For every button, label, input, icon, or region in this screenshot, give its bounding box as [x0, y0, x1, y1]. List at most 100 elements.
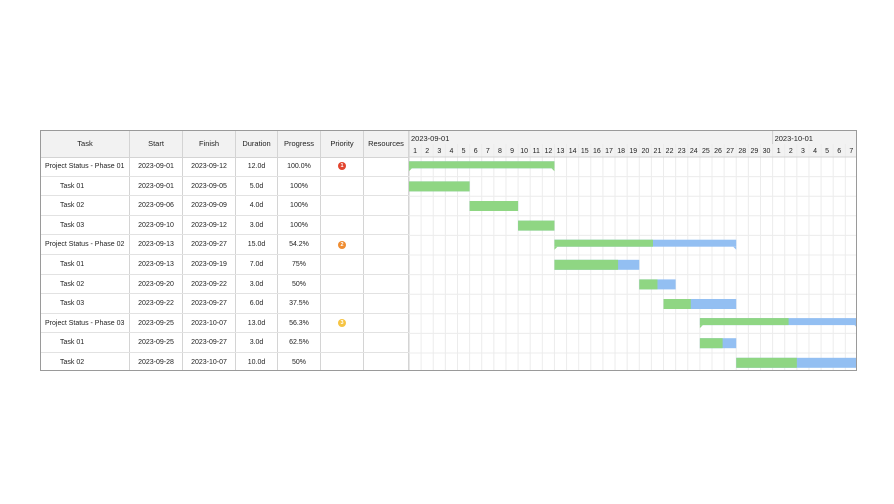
task-bar-progress [469, 201, 519, 211]
cell-start: 2023-09-25 [130, 333, 183, 352]
summary-bracket-start [554, 246, 558, 250]
cell-resources [364, 294, 409, 313]
day-label: 4 [813, 148, 817, 155]
cell-progress: 56.3% [278, 313, 321, 333]
cell-progress: 50% [278, 274, 321, 294]
day-label: 6 [837, 148, 841, 155]
table-row-summary[interactable]: Project Status - Phase 01 2023-09-01 2023-… [41, 157, 409, 177]
cell-resources [364, 274, 409, 294]
cell-finish: 2023-09-09 [183, 196, 236, 215]
day-label: 13 [557, 148, 565, 155]
column-header-progress[interactable]: Progress [278, 131, 321, 157]
day-label: 28 [738, 148, 746, 155]
day-label: 8 [498, 148, 502, 155]
cell-task: Project Status - Phase 03 [41, 313, 130, 333]
day-label: 16 [593, 148, 601, 155]
cell-duration: 7.0d [236, 255, 278, 274]
cell-finish: 2023-09-05 [183, 176, 236, 196]
cell-task: Task 02 [41, 353, 130, 370]
column-header-resources[interactable]: Resources [364, 131, 409, 157]
day-label: 4 [449, 148, 453, 155]
task-bar-progress [554, 259, 619, 270]
cell-finish: 2023-10-07 [183, 353, 236, 370]
column-header-priority[interactable]: Priority [321, 131, 364, 157]
day-label: 20 [641, 148, 649, 155]
day-label: 26 [714, 148, 722, 155]
table-row[interactable]: Task 01 2023-09-25 2023-09-27 3.0d 62.5% [41, 333, 409, 353]
cell-priority [321, 333, 364, 352]
summary-bracket-start [409, 168, 412, 172]
cell-priority: 2 [321, 235, 364, 254]
task-bar-progress [409, 181, 470, 192]
column-header-start[interactable]: Start [130, 131, 183, 157]
task-bar-progress [699, 318, 789, 326]
day-label: 24 [690, 148, 698, 155]
cell-finish: 2023-09-27 [183, 294, 236, 313]
cell-finish: 2023-09-27 [183, 333, 236, 352]
cell-duration: 10.0d [236, 353, 278, 370]
day-label: 7 [849, 148, 853, 155]
task-bar-remaining [639, 279, 676, 290]
task-bar-remaining [663, 299, 737, 309]
cell-priority [321, 176, 364, 196]
column-header-task[interactable]: Task [41, 131, 130, 157]
day-label: 22 [666, 148, 674, 155]
cell-resources [364, 235, 409, 254]
cell-start: 2023-09-13 [130, 255, 183, 274]
cell-resources [364, 196, 409, 215]
table-row-summary[interactable]: Project Status - Phase 02 2023-09-13 2023-… [41, 235, 409, 255]
task-bar-progress [699, 338, 723, 349]
cell-priority [321, 255, 364, 274]
table-row[interactable]: Task 01 2023-09-01 2023-09-05 5.0d 100% [41, 176, 409, 197]
table-row[interactable]: Task 02 2023-09-06 2023-09-09 4.0d 100% [41, 196, 409, 216]
day-label: 5 [462, 148, 466, 155]
cell-task: Task 02 [41, 196, 130, 215]
cell-start: 2023-09-01 [130, 176, 183, 196]
table-row-summary[interactable]: Project Status - Phase 03 2023-09-25 2023-… [41, 313, 409, 334]
cell-resources [364, 215, 409, 235]
cell-resources [364, 313, 409, 333]
cell-progress: 100% [278, 196, 321, 215]
cell-priority [321, 294, 364, 313]
cell-progress: 75% [278, 255, 321, 274]
summary-bracket-end [854, 325, 856, 327]
cell-resources [364, 353, 409, 370]
cell-progress: 54.2% [278, 235, 321, 254]
day-label: 23 [678, 148, 686, 155]
cell-start: 2023-09-20 [130, 274, 183, 294]
day-label: 1 [777, 148, 781, 155]
cell-duration: 5.0d [236, 176, 278, 196]
gantt-chart: Task Start Finish Duration Progress Prio… [40, 130, 857, 371]
cell-start: 2023-09-28 [130, 353, 183, 370]
cell-progress: 62.5% [278, 333, 321, 352]
cell-priority [321, 196, 364, 215]
cell-finish: 2023-10-07 [183, 313, 236, 333]
table-row[interactable]: Task 01 2023-09-13 2023-09-19 7.0d 75% [41, 255, 409, 275]
table-row[interactable]: Task 03 2023-09-22 2023-09-27 6.0d 37.5% [41, 294, 409, 314]
day-label: 29 [751, 148, 759, 155]
cell-duration: 3.0d [236, 215, 278, 235]
summary-bracket-end [733, 246, 737, 250]
day-label: 3 [801, 148, 805, 155]
task-bar-progress [409, 161, 555, 169]
cell-task: Task 01 [41, 255, 130, 274]
timeline: 2023-09-01 2023-10-01 1 2 3 4 5 6 7 8 9 10 11 12 13 14 1… [409, 131, 856, 370]
day-label: 11 [533, 148, 540, 155]
column-header-duration[interactable]: Duration [236, 131, 278, 157]
column-header-finish[interactable]: Finish [183, 131, 236, 157]
cell-task: Project Status - Phase 02 [41, 235, 130, 254]
priority-badge: 3 [338, 318, 346, 327]
cell-task: Task 02 [41, 274, 130, 294]
cell-priority [321, 274, 364, 294]
summary-bracket-end [551, 168, 555, 172]
task-bar-progress [554, 239, 653, 247]
cell-duration: 13.0d [236, 313, 278, 333]
cell-finish: 2023-09-19 [183, 255, 236, 274]
table-row[interactable]: Task 02 2023-09-28 2023-10-07 10.0d 50% [41, 353, 409, 370]
table-row[interactable]: Task 03 2023-09-10 2023-09-12 3.0d 100% [41, 215, 409, 236]
day-label: 10 [520, 148, 528, 155]
table-row[interactable]: Task 02 2023-09-20 2023-09-22 3.0d 50% [41, 274, 409, 295]
month-label: 2023-10-01 [775, 134, 813, 143]
cell-task: Task 03 [41, 215, 130, 235]
cell-duration: 3.0d [236, 274, 278, 294]
